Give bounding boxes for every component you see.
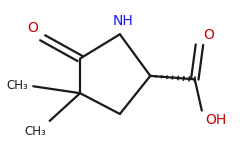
Text: O: O bbox=[203, 28, 214, 42]
Text: OH: OH bbox=[205, 113, 227, 127]
Text: CH₃: CH₃ bbox=[24, 125, 46, 138]
Text: CH₃: CH₃ bbox=[7, 79, 29, 92]
Text: O: O bbox=[27, 21, 38, 35]
Text: NH: NH bbox=[113, 14, 134, 28]
